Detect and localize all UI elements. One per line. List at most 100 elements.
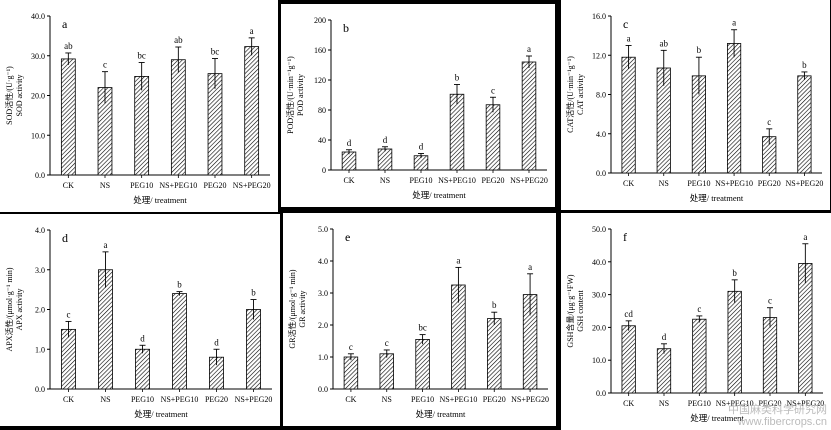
bar — [170, 59, 186, 176]
significance-letter: c — [491, 85, 495, 95]
panel-label: e — [345, 230, 350, 244]
bar — [449, 93, 465, 171]
significance-letter: c — [67, 309, 71, 319]
x-axis-label: 处理/ treatment — [412, 190, 466, 200]
y-axis-label-en: APX activity — [15, 289, 24, 331]
bar — [207, 73, 223, 176]
x-axis-label: 处理/ treatment — [690, 193, 744, 203]
panel-gr: 0.0 1.0 2.0 3.0 4.0 5.0 c CK c NS bc PEG10 a NS+PEG10… — [283, 213, 556, 426]
y-tick-label: 0.0 — [35, 171, 45, 180]
significance-letter: c — [697, 304, 701, 314]
y-tick-label: 12.0 — [592, 51, 606, 60]
category-label: CK — [63, 181, 74, 190]
significance-letter: d — [347, 138, 352, 148]
category-label: NS — [380, 176, 390, 185]
category-label: NS+PEG20 — [233, 181, 271, 190]
y-tick-label: 10.0 — [31, 131, 45, 140]
significance-letter: d — [383, 135, 388, 145]
category-label: PEG20 — [758, 399, 781, 408]
bar — [343, 356, 359, 390]
y-axis-label: APX活性/(μmol·g⁻¹ min) — [4, 267, 14, 351]
category-label: PEG20 — [758, 179, 781, 188]
significance-letter: bc — [418, 323, 427, 333]
panel-label: c — [623, 17, 628, 31]
significance-letter: b — [177, 280, 182, 290]
bar — [656, 348, 672, 394]
significance-letter: d — [140, 333, 145, 343]
y-tick-label: 2.0 — [318, 321, 328, 330]
panel-apx: 0.0 1.0 2.0 3.0 4.0 c CK a NS d PEG10 b NS+PEG10 d PEG… — [0, 214, 280, 426]
category-label: NS+PEG10 — [715, 179, 753, 188]
y-tick-label: 0.0 — [596, 389, 606, 398]
y-tick-label: 40.0 — [592, 258, 606, 267]
y-axis-label-en: GR activity — [298, 290, 307, 327]
x-axis-label: 处理/ treatment — [133, 195, 187, 205]
significance-letter: a — [803, 232, 807, 242]
significance-letter: d — [214, 337, 219, 347]
category-label: PEG10 — [131, 395, 154, 404]
y-tick-label: 0.0 — [596, 169, 606, 178]
y-tick-label: 2.0 — [35, 306, 45, 315]
category-label: NS — [659, 399, 669, 408]
significance-letter: a — [627, 33, 631, 43]
watermark: 中国麻类科学研究网 www.fibercrops.cn — [728, 404, 827, 428]
bar — [797, 75, 812, 174]
bar — [485, 104, 501, 171]
y-tick-label: 1.0 — [318, 353, 328, 362]
y-axis-label: SOD活性/(U·g⁻¹) — [4, 66, 14, 125]
bar — [134, 76, 150, 176]
y-axis-label: POD活性/(U·min⁻¹g⁻¹) — [285, 56, 295, 134]
y-tick-label: 4.0 — [318, 257, 328, 266]
significance-letter: ab — [64, 41, 73, 51]
significance-letter: a — [104, 240, 108, 250]
significance-letter: b — [697, 45, 702, 55]
significance-letter: a — [527, 44, 531, 54]
significance-letter: ab — [660, 38, 669, 48]
chart-a: 0.0 10.0 20.0 30.0 40.0 ab CK c NS bc PEG10 ab NS+PE… — [4, 12, 271, 205]
chart-f: 0.0 10.0 20.0 30.0 40.0 50.0 cd CK d NS c PEG10 b NS+… — [565, 225, 824, 423]
category-label: CK — [623, 179, 634, 188]
category-label: NS — [100, 181, 110, 190]
y-tick-label: 16.0 — [592, 12, 606, 21]
significance-letter: a — [456, 255, 460, 265]
y-tick-label: 40.0 — [31, 12, 45, 21]
significance-letter: b — [251, 288, 256, 298]
y-axis-label-en: CAT activity — [576, 74, 585, 115]
significance-letter: b — [802, 60, 807, 70]
panel-sod: 0.0 10.0 20.0 30.0 40.0 ab CK c NS bc PEG10 ab NS+PE… — [0, 0, 278, 212]
bar — [621, 56, 636, 174]
significance-letter: b — [732, 268, 737, 278]
significance-letter: bc — [211, 47, 220, 57]
y-tick-label: 0.0 — [35, 385, 45, 394]
bar — [521, 61, 537, 171]
category-label: NS+PEG10 — [161, 395, 199, 404]
significance-letter: c — [103, 60, 107, 70]
panel-cat: 0.0 4.0 8.0 12.0 16.0 a CK ab NS b PEG10 a NS+PEG10 c… — [561, 0, 830, 210]
category-label: NS+PEG10 — [439, 395, 477, 404]
category-label: PEG20 — [205, 395, 228, 404]
bar — [692, 318, 707, 394]
y-tick-label: 30.0 — [592, 291, 606, 300]
bar — [415, 339, 430, 390]
chart-c: 0.0 4.0 8.0 12.0 16.0 a CK ab NS b PEG10 a NS+PEG10 c… — [565, 12, 823, 203]
category-label: NS+PEG10 — [159, 181, 197, 190]
y-tick-label: 0.0 — [318, 385, 328, 394]
significance-letter: d — [662, 332, 667, 342]
watermark-line2: www.fibercrops.cn — [737, 416, 827, 428]
y-tick-label: 20.0 — [31, 92, 45, 101]
y-axis-label-en: SOD activity — [15, 75, 24, 117]
bar — [762, 317, 778, 394]
category-label: PEG10 — [130, 181, 153, 190]
bar — [135, 348, 150, 390]
bar — [487, 318, 502, 390]
significance-letter: a — [528, 262, 532, 272]
category-label: NS — [659, 179, 669, 188]
category-label: PEG10 — [688, 399, 711, 408]
bar — [172, 293, 187, 390]
category-label: NS+PEG20 — [785, 179, 823, 188]
y-tick-label: 3.0 — [35, 266, 45, 275]
significance-letter: b — [492, 300, 497, 310]
y-axis-label: GSH含量/(μg·g⁻¹FW) — [565, 274, 575, 347]
y-tick-label: 5.0 — [318, 225, 328, 234]
significance-letter: b — [455, 73, 460, 83]
